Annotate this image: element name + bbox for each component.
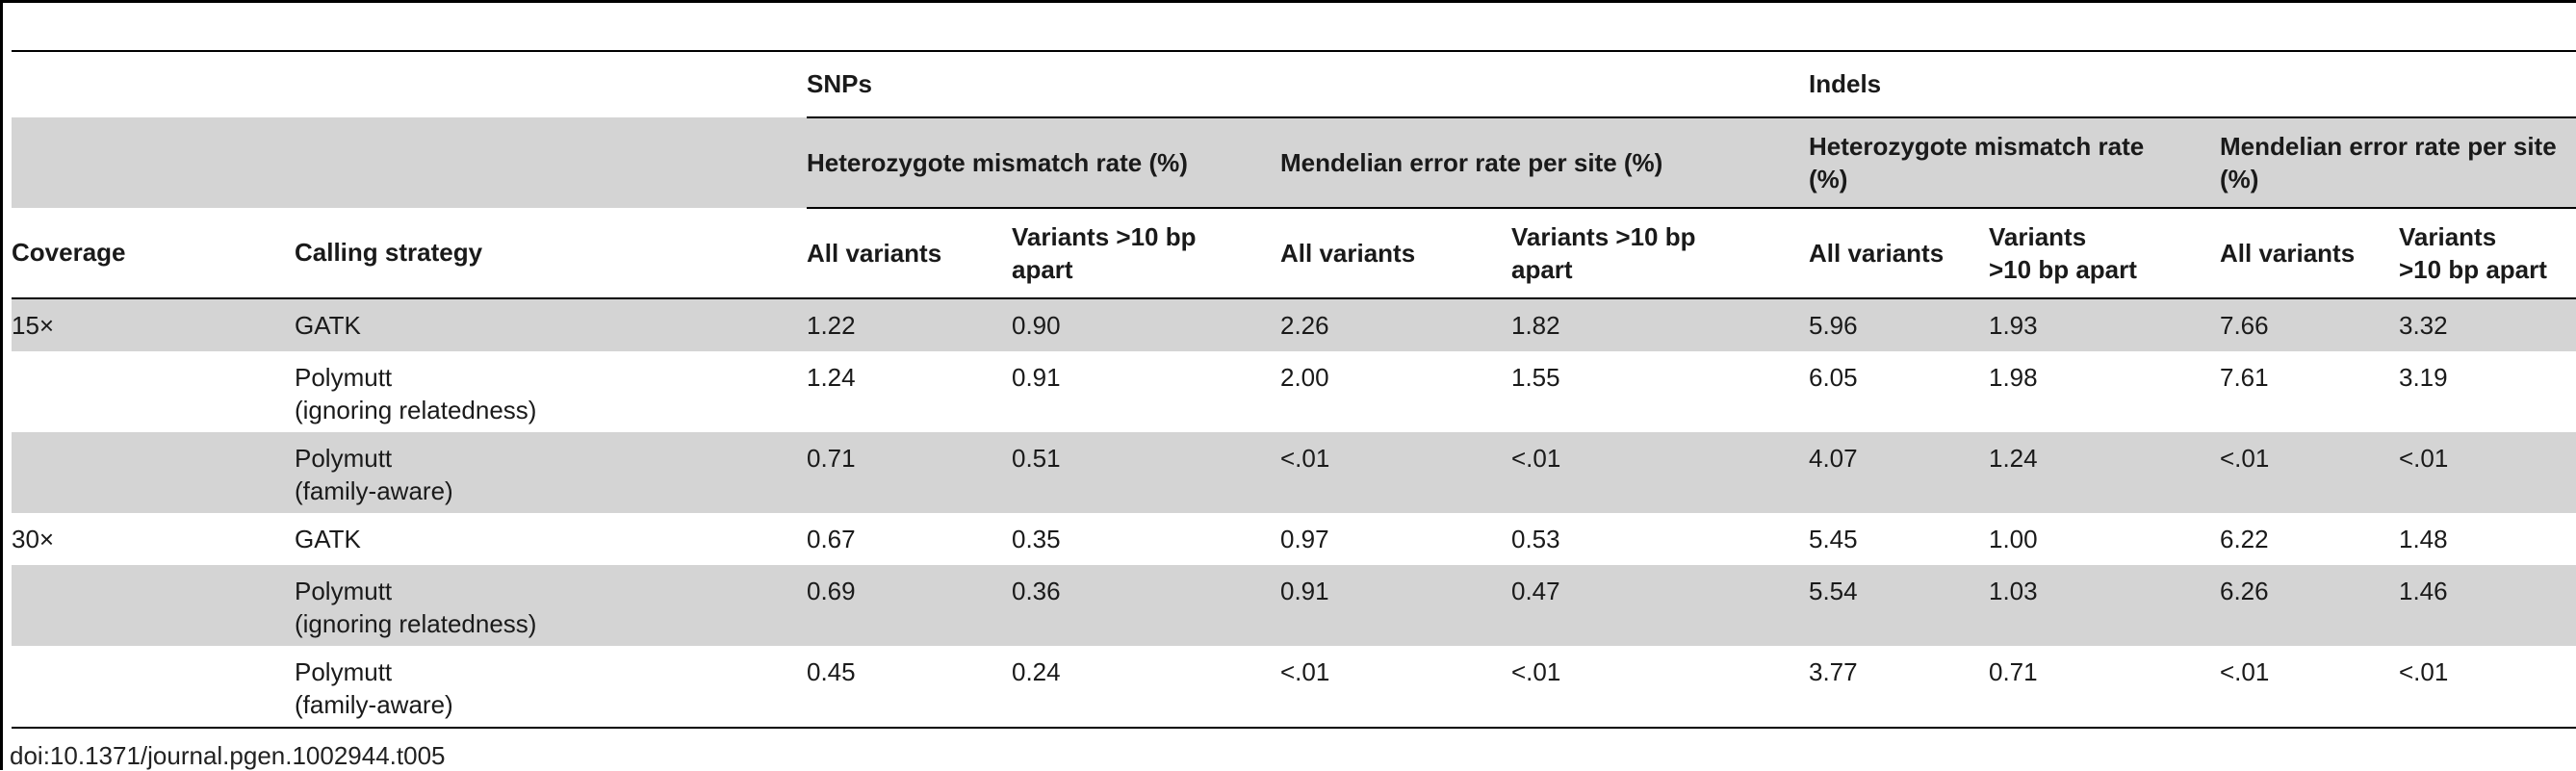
cell-strategy: Polymutt (family-aware) xyxy=(295,444,453,505)
cell-value: 0.69 xyxy=(807,577,856,605)
cell-strategy: Polymutt (ignoring relatedness) xyxy=(295,577,537,638)
table-row: Polymutt (family-aware) 0.45 0.24 <.01 <… xyxy=(12,646,2576,729)
cell-value: 2.00 xyxy=(1280,363,1329,392)
cell-value: 3.19 xyxy=(2399,363,2448,392)
cell-value: <.01 xyxy=(2195,646,2399,729)
cell-value: 0.35 xyxy=(1012,525,1061,553)
cell-value: 1.00 xyxy=(1989,525,2038,553)
cell-coverage xyxy=(12,432,295,513)
cell-value: 3.77 xyxy=(1784,646,1989,729)
cell-strategy: Polymutt (ignoring relatedness) xyxy=(295,363,537,424)
cell-value: 0.71 xyxy=(1989,646,2195,729)
cell-coverage xyxy=(12,565,295,646)
cell-value: 1.93 xyxy=(1989,311,2038,340)
indels-group-header: Indels xyxy=(1784,52,2576,118)
cell-value: 0.67 xyxy=(807,525,856,553)
col-header-snp-mend-10bp: Variants >10 bp apart xyxy=(1511,208,1784,299)
cell-value: <.01 xyxy=(1280,646,1511,729)
cell-value: 5.45 xyxy=(1809,525,1858,553)
table-row: Polymutt (ignoring relatedness) 1.24 0.9… xyxy=(12,351,2576,432)
indel-mend-header: Mendelian error rate per site (%) xyxy=(2195,117,2576,209)
cell-value: 5.54 xyxy=(1809,577,1858,605)
cell-value: 1.46 xyxy=(2399,577,2448,605)
cell-value: <.01 xyxy=(2399,444,2449,473)
col-header-indel-het-all: All variants xyxy=(1784,208,1989,299)
cell-value: 1.03 xyxy=(1989,577,2038,605)
table-row: 15× GATK 1.22 0.90 2.26 1.82 5.96 1.93 7… xyxy=(12,298,2576,351)
cell-value: 1.24 xyxy=(807,363,856,392)
results-table: SNPs Indels Heterozygote mismatch rate (… xyxy=(12,50,2576,729)
col-header-indel-mend-all: All variants xyxy=(2195,208,2399,299)
cell-value: 0.51 xyxy=(1012,444,1061,473)
cell-strategy: GATK xyxy=(295,525,361,553)
table-row: Polymutt (family-aware) 0.71 0.51 <.01 <… xyxy=(12,432,2576,513)
cell-strategy: Polymutt (family-aware) xyxy=(295,646,807,729)
cell-value: 2.26 xyxy=(1280,311,1329,340)
cell-value: 3.32 xyxy=(2399,311,2448,340)
table-row: Polymutt (ignoring relatedness) 0.69 0.3… xyxy=(12,565,2576,646)
indel-het-header: Heterozygote mismatch rate (%) xyxy=(1784,117,2195,209)
cell-value: 1.24 xyxy=(1989,444,2038,473)
cell-value: 0.90 xyxy=(1012,311,1061,340)
cell-value: <.01 xyxy=(2399,646,2576,729)
cell-value: <.01 xyxy=(1511,444,1561,473)
snp-mend-header: Mendelian error rate per site (%) xyxy=(1280,117,1784,209)
cell-value: 0.71 xyxy=(807,444,856,473)
cell-value: <.01 xyxy=(1511,646,1784,729)
snp-het-header: Heterozygote mismatch rate (%) xyxy=(807,117,1280,209)
cell-value: 6.05 xyxy=(1809,363,1858,392)
cell-value: 1.55 xyxy=(1511,363,1560,392)
top-border-rule xyxy=(0,0,2576,3)
col-header-snp-het-10bp: Variants >10 bp apart xyxy=(1012,208,1280,299)
cell-value: 4.07 xyxy=(1809,444,1858,473)
cell-coverage: 15× xyxy=(12,311,55,340)
cell-value: <.01 xyxy=(2220,444,2270,473)
cell-value: 1.98 xyxy=(1989,363,2038,392)
subgroup-header-row: Heterozygote mismatch rate (%) Mendelian… xyxy=(12,117,2576,209)
table-row: 30× GATK 0.67 0.35 0.97 0.53 5.45 1.00 6… xyxy=(12,513,2576,565)
col-header-snp-mend-all: All variants xyxy=(1280,208,1511,299)
doi-footer: doi:10.1371/journal.pgen.1002944.t005 xyxy=(10,741,446,770)
col-header-calling-strategy: Calling strategy xyxy=(295,208,807,299)
cell-value: 0.53 xyxy=(1511,525,1560,553)
left-border-rule xyxy=(0,0,3,770)
cell-value: 1.48 xyxy=(2399,525,2448,553)
column-header-row: Coverage Calling strategy All variants V… xyxy=(12,208,2576,299)
cell-value: 0.45 xyxy=(807,646,1012,729)
cell-value: 6.26 xyxy=(2220,577,2269,605)
cell-value: <.01 xyxy=(1280,444,1330,473)
cell-value: 0.91 xyxy=(1012,363,1061,392)
cell-value: 0.36 xyxy=(1012,577,1061,605)
cell-coverage: 30× xyxy=(12,525,55,553)
cell-value: 0.24 xyxy=(1012,646,1280,729)
group-header-row: SNPs Indels xyxy=(12,52,2576,118)
cell-value: 1.82 xyxy=(1511,311,1560,340)
cell-value: 5.96 xyxy=(1809,311,1858,340)
cell-strategy: GATK xyxy=(295,311,361,340)
cell-value: 0.47 xyxy=(1511,577,1560,605)
cell-value: 7.61 xyxy=(2220,363,2269,392)
col-header-indel-het-10bp: Variants >10 bp apart xyxy=(1989,208,2195,299)
cell-value: 6.22 xyxy=(2220,525,2269,553)
cell-coverage xyxy=(12,646,295,729)
cell-value: 7.66 xyxy=(2220,311,2269,340)
cell-value: 1.22 xyxy=(807,311,856,340)
col-header-snp-het-all: All variants xyxy=(807,208,1012,299)
snps-group-header: SNPs xyxy=(807,52,1784,118)
col-header-indel-mend-10bp: Variants >10 bp apart xyxy=(2399,208,2576,299)
cell-coverage xyxy=(12,351,295,432)
col-header-coverage: Coverage xyxy=(12,208,295,299)
cell-value: 0.97 xyxy=(1280,525,1329,553)
cell-value: 0.91 xyxy=(1280,577,1329,605)
